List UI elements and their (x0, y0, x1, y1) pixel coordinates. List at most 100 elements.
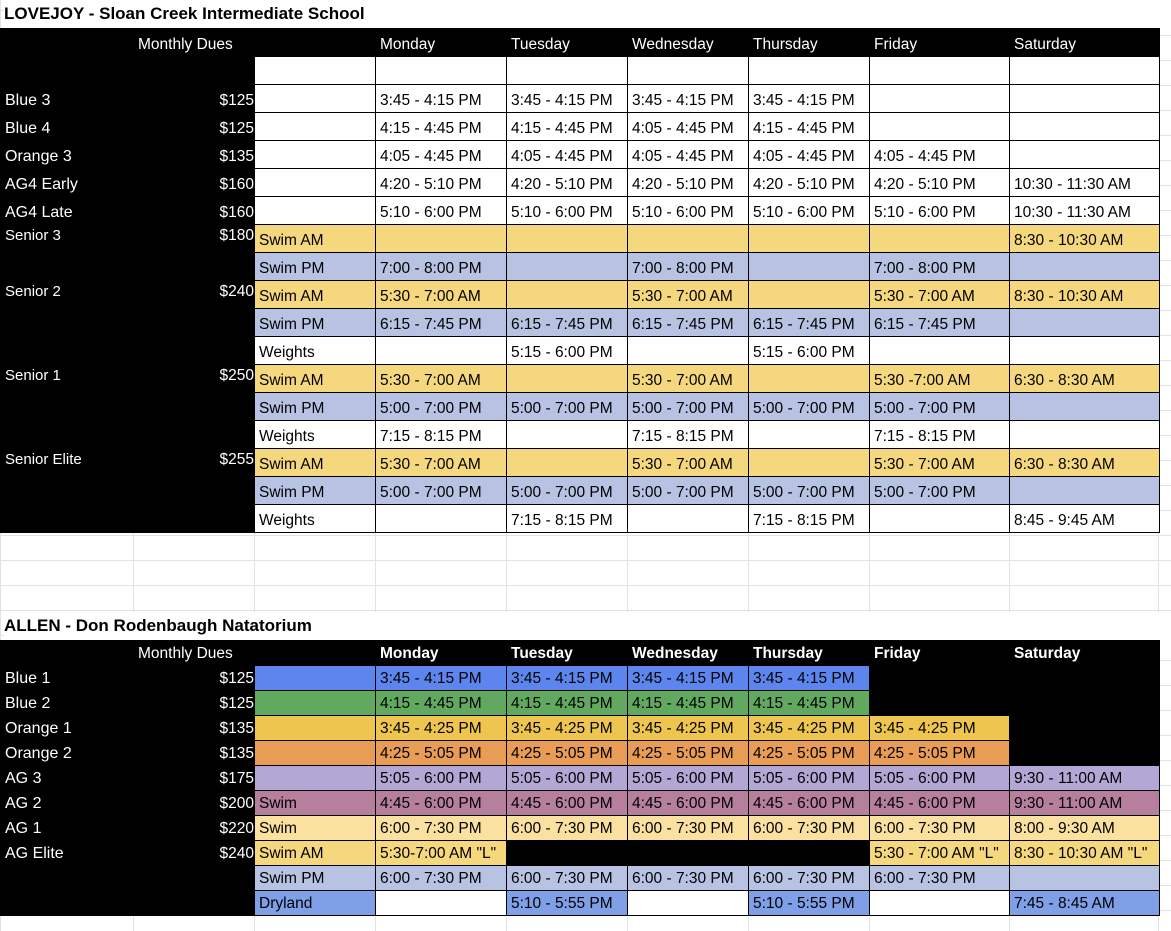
time-cell: 5:30 - 7:00 AM (375, 280, 507, 309)
group-name (0, 476, 134, 505)
lovejoy-schedule-row: Swim PM 5:00 - 7:00 PM 5:00 - 7:00 PM 5:00 … (0, 392, 1160, 421)
time-cell (748, 224, 870, 253)
lovejoy-schedule-row: Orange 3 $135 4:05 - 4:45 PM 4:05 - 4:45 PM… (0, 140, 1160, 169)
time-cell (506, 252, 628, 281)
group-name: AG 2 (0, 790, 134, 816)
lovejoy-title: LOVEJOY - Sloan Creek Intermediate Schoo… (4, 0, 1171, 28)
lovejoy-schedule-row: AG4 Late $160 5:10 - 6:00 PM 5:10 - 6:00 PM… (0, 196, 1160, 225)
time-cell: 4:15 - 4:45 PM (506, 112, 628, 141)
time-cell: 3:45 - 4:15 PM (375, 665, 507, 691)
time-cell (627, 890, 749, 916)
monthly-dues: $240 (133, 280, 255, 309)
time-cell: 7:00 - 8:00 PM (375, 252, 507, 281)
lovejoy-schedule-row: Blue 4 $125 4:15 - 4:45 PM 4:15 - 4:45 PM 4:… (0, 112, 1160, 141)
dues-header: Monthly Dues (133, 28, 255, 57)
time-cell: 5:00 - 7:00 PM (869, 392, 1010, 421)
lovejoy-schedule-table: Monthly Dues Monday Tuesday Wednesday Th… (0, 28, 1160, 533)
activity-cell: Swim AM (254, 224, 376, 253)
time-cell: 5:10 - 5:55 PM (506, 890, 628, 916)
group-name: Orange 2 (0, 740, 134, 766)
time-cell: 4:20 - 5:10 PM (869, 168, 1010, 197)
activity-cell (254, 690, 376, 716)
time-cell: 6:00 - 7:30 PM (748, 815, 870, 841)
allen-schedule-row: Dryland 5:10 - 5:55 PM 5:10 - 5:55 PM 7:45 … (0, 890, 1160, 916)
time-cell (627, 840, 749, 866)
time-cell: 5:00 - 7:00 PM (748, 476, 870, 505)
time-cell: 3:45 - 4:25 PM (748, 715, 870, 741)
time-cell: 4:20 - 5:10 PM (627, 168, 749, 197)
activity-cell: Swim (254, 790, 376, 816)
time-cell (375, 504, 507, 533)
activity-cell: Swim PM (254, 865, 376, 891)
time-cell (1009, 252, 1160, 281)
time-cell: 7:15 - 8:15 PM (627, 420, 749, 449)
time-cell: 6:00 - 7:30 PM (869, 815, 1010, 841)
activity-cell: Swim PM (254, 476, 376, 505)
time-cell (1009, 476, 1160, 505)
time-cell: 6:30 - 8:30 AM (1009, 448, 1160, 477)
group-name: Blue 4 (0, 112, 134, 141)
group-name: Senior Elite (0, 448, 134, 477)
monthly-dues (133, 476, 255, 505)
activity-cell (254, 715, 376, 741)
lovejoy-schedule-row: Blue 3 $125 3:45 - 4:15 PM 3:45 - 4:15 PM 3:… (0, 84, 1160, 113)
time-cell: 6:15 - 7:45 PM (869, 308, 1010, 337)
monthly-dues: $135 (133, 140, 255, 169)
activity-cell: Swim PM (254, 392, 376, 421)
time-cell (869, 224, 1010, 253)
time-cell (506, 364, 628, 393)
group-name: AG 1 (0, 815, 134, 841)
group-name (0, 392, 134, 421)
day-header: Monday (375, 28, 507, 57)
time-cell: 3:45 - 4:15 PM (748, 665, 870, 691)
time-cell: 4:05 - 4:45 PM (627, 140, 749, 169)
time-cell: 6:00 - 7:30 PM (375, 865, 507, 891)
lovejoy-schedule-row: Weights 7:15 - 8:15 PM 7:15 - 8:15 PM 8:45 … (0, 504, 1160, 533)
lovejoy-schedule-row: Senior 3 $180 Swim AM 8:30 - 10:30 AM (0, 224, 1160, 253)
activity-cell (254, 196, 376, 225)
day-header: Monday (375, 640, 507, 666)
allen-schedule-row: Swim PM 6:00 - 7:30 PM 6:00 - 7:30 PM 6:00 … (0, 865, 1160, 891)
time-cell: 4:15 - 4:45 PM (375, 690, 507, 716)
time-cell: 7:15 - 8:15 PM (375, 420, 507, 449)
activity-cell: Swim (254, 815, 376, 841)
time-cell: 4:20 - 5:10 PM (748, 168, 870, 197)
time-cell: 6:15 - 7:45 PM (748, 308, 870, 337)
time-cell (1009, 140, 1160, 169)
day-header: Friday (869, 640, 1010, 666)
time-cell: 6:00 - 7:30 PM (375, 815, 507, 841)
time-cell: 5:15 - 6:00 PM (506, 336, 628, 365)
monthly-dues (133, 392, 255, 421)
group-name: AG4 Early (0, 168, 134, 197)
time-cell: 3:45 - 4:25 PM (869, 715, 1010, 741)
allen-header-row: Monthly Dues Monday Tuesday Wednesday Th… (0, 640, 1160, 666)
activity-cell: Dryland (254, 890, 376, 916)
time-cell (506, 280, 628, 309)
time-cell: 3:45 - 4:15 PM (627, 84, 749, 113)
time-cell: 8:30 - 10:30 AM (1009, 224, 1160, 253)
time-cell: 4:45 - 6:00 PM (506, 790, 628, 816)
activity-cell: Swim AM (254, 840, 376, 866)
time-cell: 8:00 - 9:30 AM (1009, 815, 1160, 841)
activity-cell (254, 84, 376, 113)
activity-cell (254, 168, 376, 197)
allen-schedule-row: Orange 2 $135 4:25 - 5:05 PM 4:25 - 5:05 PM… (0, 740, 1160, 766)
day-header: Saturday (1009, 640, 1160, 666)
time-cell (1009, 690, 1160, 716)
group-name: AG Elite (0, 840, 134, 866)
time-cell: 10:30 - 11:30 AM (1009, 196, 1160, 225)
time-cell (869, 890, 1010, 916)
time-cell (869, 504, 1010, 533)
lovejoy-schedule-row: Swim PM 5:00 - 7:00 PM 5:00 - 7:00 PM 5:00 … (0, 476, 1160, 505)
time-cell: 9:30 - 11:00 AM (1009, 765, 1160, 791)
day-header: Wednesday (627, 640, 749, 666)
time-cell: 7:00 - 8:00 PM (627, 252, 749, 281)
time-cell: 4:15 - 4:45 PM (627, 690, 749, 716)
day-header: Thursday (748, 640, 870, 666)
time-cell: 5:10 - 6:00 PM (375, 196, 507, 225)
lovejoy-schedule-row: Weights 7:15 - 8:15 PM 7:15 - 8:15 PM 7:15 … (0, 420, 1160, 449)
time-cell: 7:15 - 8:15 PM (506, 504, 628, 533)
activity-cell (254, 740, 376, 766)
time-cell: 4:05 - 4:45 PM (375, 140, 507, 169)
monthly-dues: $240 (133, 840, 255, 866)
